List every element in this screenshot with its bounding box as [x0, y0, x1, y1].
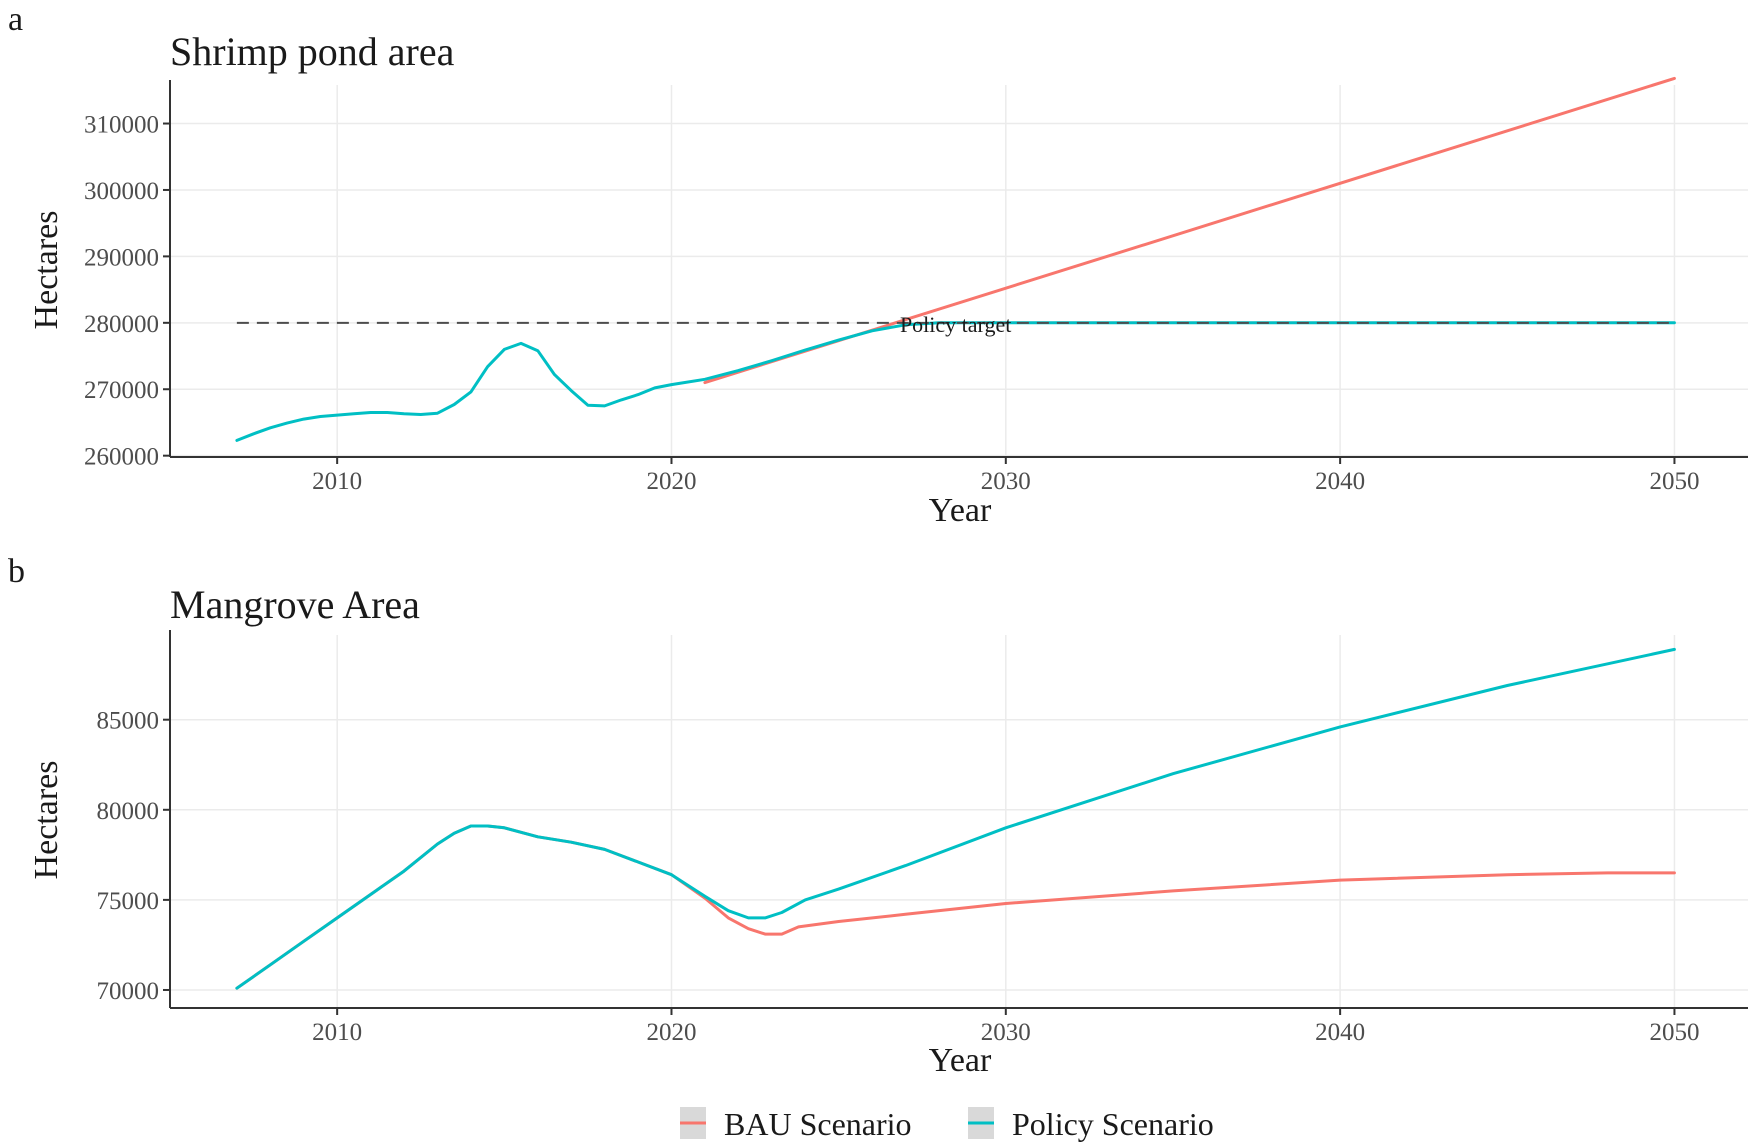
y-tick-label: 75000 [97, 888, 160, 915]
x-tick-label: 2020 [646, 1019, 696, 1046]
policy-target-label: Policy target [900, 312, 1011, 337]
x-axis-title: Year [929, 1042, 992, 1079]
chart-title: Shrimp pond area [170, 29, 455, 74]
y-tick-label: 290000 [84, 244, 159, 271]
panel-a: a Shrimp pond area Policy target 2010 202… [8, 1, 1748, 529]
grid-layer [170, 635, 1748, 1008]
series-layer: Policy target [235, 76, 1676, 442]
y-tick-label: 270000 [84, 377, 159, 404]
legend-item-bau: BAU Scenario [680, 1106, 912, 1142]
x-tick-label: 2030 [981, 468, 1031, 495]
x-tick-label: 2040 [1315, 1019, 1365, 1046]
legend-label-bau: BAU Scenario [724, 1106, 912, 1142]
x-tick-label: 2040 [1315, 468, 1365, 495]
y-axis-title: Hectares [28, 761, 65, 880]
panel-letter: b [8, 553, 25, 590]
chart-title: Mangrove Area [170, 582, 420, 627]
axis-layer: 2010 2020 2030 2040 2050 70000 75000 80000 85000 [97, 630, 1748, 1046]
x-tick-label: 2050 [1649, 468, 1699, 495]
series-line-policy [235, 647, 1676, 990]
panel-letter: a [8, 1, 23, 38]
series-layer [235, 647, 1676, 990]
legend: BAU Scenario Policy Scenario [680, 1106, 1214, 1142]
series-line-bau [235, 824, 1676, 990]
y-tick-label: 310000 [84, 112, 159, 139]
x-tick-label: 2020 [646, 468, 696, 495]
y-tick-label: 80000 [97, 798, 160, 825]
y-tick-label: 300000 [84, 178, 159, 205]
x-tick-label: 2010 [312, 1019, 362, 1046]
legend-label-policy: Policy Scenario [1012, 1106, 1214, 1142]
y-axis-title: Hectares [28, 211, 65, 330]
series-line-policy [235, 321, 1676, 442]
grid-layer [170, 85, 1748, 457]
x-tick-label: 2050 [1649, 1019, 1699, 1046]
x-axis-title: Year [929, 492, 992, 529]
y-tick-label: 260000 [84, 444, 159, 471]
legend-item-policy: Policy Scenario [968, 1106, 1214, 1142]
panel-b: b Mangrove Area 2010 2020 2030 2040 2050 7000… [8, 553, 1748, 1079]
axis-layer: 2010 2020 2030 2040 2050 260000 270000 280000 29… [84, 80, 1748, 495]
x-tick-label: 2010 [312, 468, 362, 495]
y-tick-label: 280000 [84, 311, 159, 338]
y-tick-label: 70000 [97, 978, 160, 1005]
y-tick-label: 85000 [97, 708, 160, 735]
x-tick-label: 2030 [981, 1019, 1031, 1046]
